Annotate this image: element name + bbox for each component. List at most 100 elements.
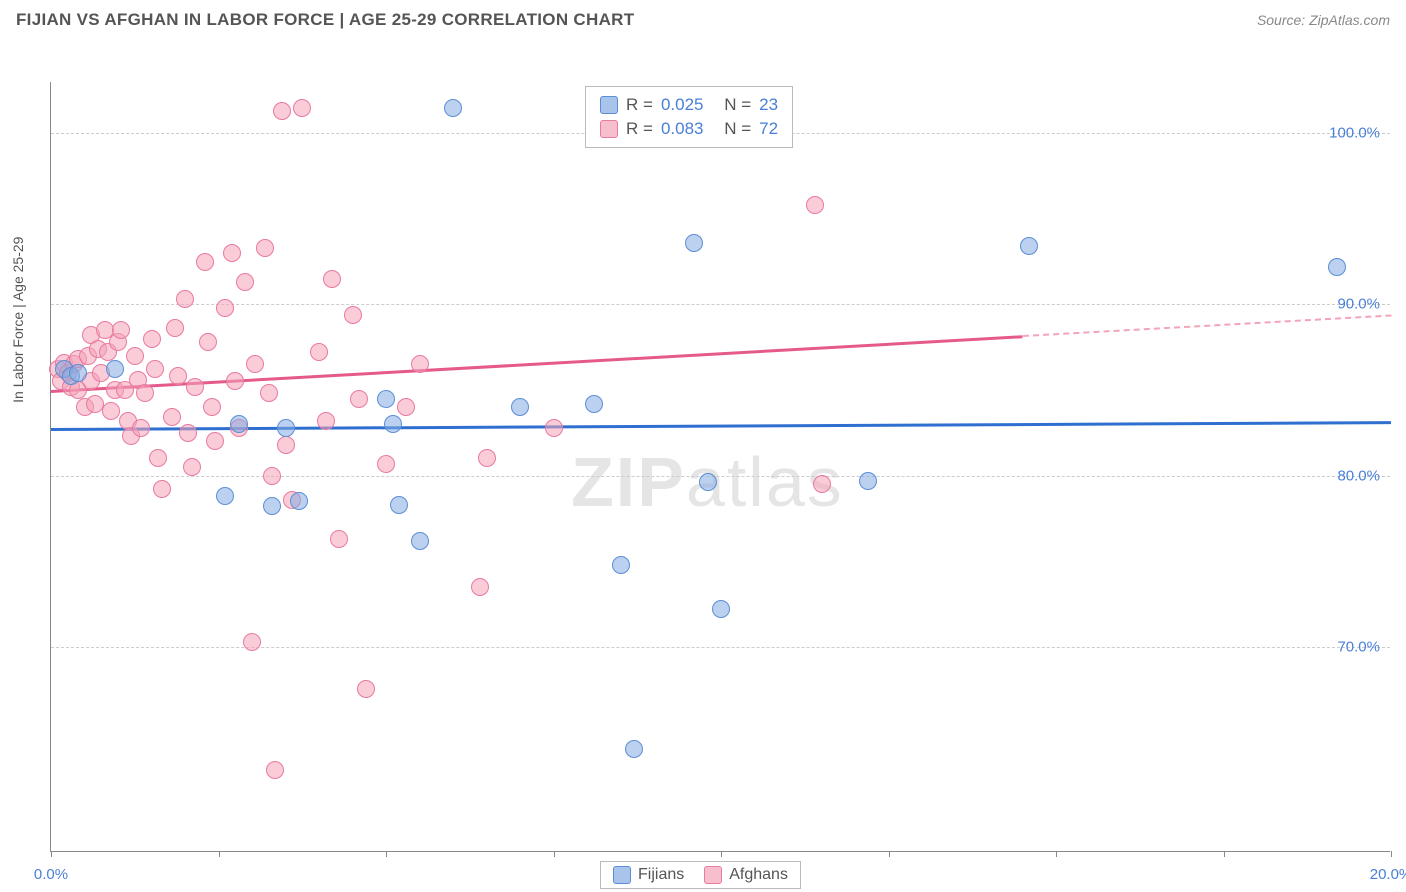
trend-line [1022,315,1391,338]
x-tick-mark [889,851,890,857]
data-point-afghans [350,390,368,408]
y-axis-label: In Labor Force | Age 25-29 [10,237,26,403]
data-point-afghans [126,347,144,365]
data-point-fijians [411,532,429,550]
data-point-fijians [685,234,703,252]
data-point-afghans [223,244,241,262]
data-point-afghans [163,408,181,426]
data-point-fijians [384,415,402,433]
gridline-horizontal [51,304,1390,305]
trend-line [51,421,1391,430]
data-point-afghans [143,330,161,348]
r-value-afghans: 0.083 [661,119,704,139]
data-point-fijians [444,99,462,117]
data-point-afghans [243,633,261,651]
watermark-zip: ZIP [571,443,686,521]
data-point-afghans [344,306,362,324]
data-point-afghans [136,384,154,402]
legend-item-afghans: Afghans [704,866,788,884]
data-point-afghans [86,395,104,413]
y-tick-label: 70.0% [1337,638,1380,655]
x-tick-mark [386,851,387,857]
swatch-blue-icon [613,866,631,884]
x-tick-mark [1056,851,1057,857]
data-point-fijians [230,415,248,433]
data-point-afghans [357,680,375,698]
data-point-fijians [277,419,295,437]
data-point-fijians [1020,237,1038,255]
data-point-afghans [471,578,489,596]
data-point-afghans [236,273,254,291]
x-tick-mark [721,851,722,857]
legend-item-fijians: Fijians [613,866,684,884]
data-point-afghans [478,449,496,467]
bottom-legend: Fijians Afghans [600,861,801,889]
n-value-fijians: 23 [759,95,778,115]
legend-label-afghans: Afghans [729,866,788,884]
gridline-horizontal [51,476,1390,477]
data-point-afghans [397,398,415,416]
data-point-fijians [1328,258,1346,276]
data-point-afghans [277,436,295,454]
data-point-afghans [411,355,429,373]
n-value-afghans: 72 [759,119,778,139]
data-point-fijians [612,556,630,574]
data-point-afghans [806,196,824,214]
data-point-fijians [699,473,717,491]
correlation-stats-box: R = 0.025 N = 23 R = 0.083 N = 72 [585,86,793,148]
data-point-afghans [260,384,278,402]
data-point-afghans [199,333,217,351]
data-point-fijians [511,398,529,416]
stats-row-fijians: R = 0.025 N = 23 [600,93,778,117]
data-point-fijians [585,395,603,413]
data-point-afghans [146,360,164,378]
data-point-afghans [813,475,831,493]
y-tick-label: 80.0% [1337,467,1380,484]
data-point-afghans [263,467,281,485]
data-point-fijians [712,600,730,618]
data-point-afghans [153,480,171,498]
swatch-pink-icon [704,866,722,884]
data-point-afghans [169,367,187,385]
data-point-afghans [226,372,244,390]
data-point-afghans [176,290,194,308]
data-point-afghans [266,761,284,779]
plot-area: ZIPatlas 70.0%80.0%90.0%100.0%0.0%20.0% [50,82,1390,852]
data-point-fijians [263,497,281,515]
data-point-afghans [186,378,204,396]
x-tick-mark [1224,851,1225,857]
data-point-afghans [203,398,221,416]
r-label: R = [626,95,653,115]
data-point-afghans [273,102,291,120]
data-point-fijians [69,364,87,382]
data-point-afghans [132,419,150,437]
x-tick-mark [554,851,555,857]
data-point-afghans [149,449,167,467]
x-tick-mark [1391,851,1392,857]
x-tick-mark [51,851,52,857]
x-tick-label: 20.0% [1370,866,1406,883]
x-tick-label: 0.0% [34,866,68,883]
r-value-fijians: 0.025 [661,95,704,115]
data-point-afghans [256,239,274,257]
data-point-afghans [330,530,348,548]
chart-container: In Labor Force | Age 25-29 ZIPatlas 70.0… [0,38,1406,888]
data-point-afghans [102,402,120,420]
data-point-afghans [323,270,341,288]
data-point-fijians [859,472,877,490]
data-point-afghans [179,424,197,442]
x-tick-mark [219,851,220,857]
data-point-fijians [377,390,395,408]
data-point-fijians [290,492,308,510]
data-point-afghans [166,319,184,337]
stats-row-afghans: R = 0.083 N = 72 [600,117,778,141]
swatch-blue-icon [600,96,618,114]
data-point-afghans [246,355,264,373]
n-label: N = [724,119,751,139]
data-point-afghans [377,455,395,473]
chart-title: FIJIAN VS AFGHAN IN LABOR FORCE | AGE 25… [16,10,634,30]
data-point-fijians [390,496,408,514]
data-point-fijians [216,487,234,505]
y-tick-label: 100.0% [1329,125,1380,142]
data-point-fijians [106,360,124,378]
